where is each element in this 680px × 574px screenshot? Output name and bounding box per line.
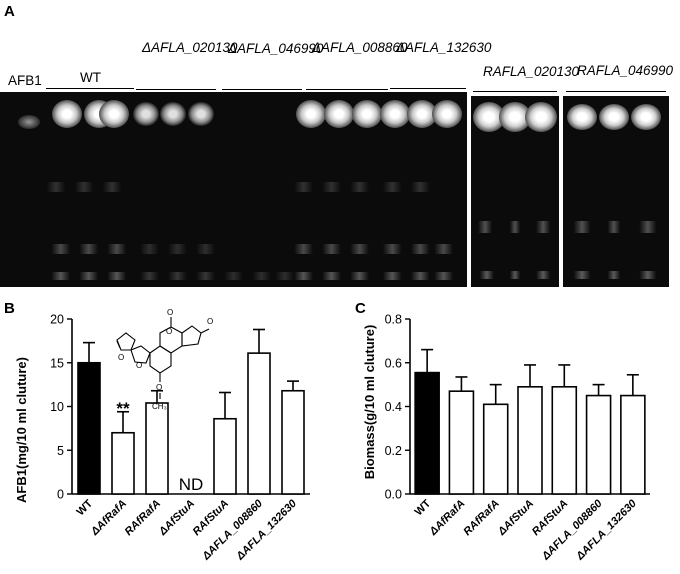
panel-a-letter: A: [4, 3, 15, 20]
svg-text:O: O: [207, 317, 213, 326]
afb1-ylabel: AFB1(mg/10 ml cluture): [14, 357, 29, 503]
biomass-ylabel: Biomass(g/10 ml cluture): [362, 325, 377, 480]
biomass-chart: Biomass(g/10 ml cluture) 0.0 0.2 0.4 0.6 0.8…: [362, 313, 650, 563]
group-underline-132630: [390, 88, 466, 90]
significance-label: **: [116, 399, 130, 418]
afb1-standard-label: AFB1: [8, 73, 42, 88]
y-tick-label: 0.6: [385, 356, 402, 370]
svg-text:O: O: [118, 353, 124, 362]
group-label-r020130: RAFLA_020130: [483, 64, 580, 79]
svg-text:O: O: [167, 308, 173, 317]
svg-text:O: O: [166, 327, 172, 336]
biomass-bars: [414, 348, 646, 495]
y-tick-label: 20: [50, 313, 64, 327]
x-tick-label: WT: [75, 497, 96, 518]
bar: [111, 431, 135, 495]
biomass-xticks: WTΔAfRafARAfRafAΔAfStuARAfStuAΔAFLA_0088…: [413, 497, 640, 563]
bar: [213, 417, 237, 495]
group-label-020130: ΔAFLA_020130: [142, 40, 238, 55]
group-label-132630: ΔAFLA_132630: [396, 40, 492, 55]
biomass-axis: 0.0 0.2 0.4 0.6 0.8: [385, 313, 650, 502]
bar: [517, 386, 543, 495]
y-tick-label: 0.0: [385, 488, 402, 502]
group-underline-046990: [222, 89, 302, 91]
group-underline-020130: [136, 89, 216, 91]
group-underline-r046990: [566, 91, 666, 93]
y-tick-label: 5: [57, 444, 64, 458]
group-label-r046990: RAFLA_046990: [577, 63, 674, 78]
bar: [620, 394, 646, 495]
not-detected-label: ND: [179, 475, 204, 494]
svg-text:O: O: [156, 383, 162, 392]
afb1-xticks: WTΔAfRafARAfRafAΔAfStuARAfStuAΔAFLA_0088…: [75, 497, 300, 563]
x-tick-label: RAfRafA: [123, 498, 163, 538]
group-underline-r020130: [473, 91, 557, 93]
x-tick-label: ΔAfStuA: [156, 498, 197, 539]
afb1-bars: ** ND: [77, 328, 305, 495]
bar: [414, 371, 440, 495]
bar: [77, 361, 101, 495]
x-tick-label: ΔAfStuA: [495, 498, 536, 539]
group-label-046990: ΔAFLA_046990: [228, 41, 324, 56]
bar: [247, 352, 271, 495]
methoxy-label: CH₃: [152, 402, 167, 411]
x-tick-label: ΔAfRafA: [427, 498, 468, 539]
y-tick-label: 0.2: [385, 444, 402, 458]
bar: [448, 390, 475, 495]
x-tick-label: ΔAfRafA: [88, 498, 129, 539]
tlc-plate-r046990: [563, 96, 669, 287]
group-underline-008860: [306, 89, 388, 91]
x-tick-label: ΔAFLA_008860: [200, 497, 266, 563]
bar: [551, 386, 578, 495]
group-label-008860: ΔAFLA_008860: [312, 40, 408, 55]
afb1-structure-icon: O O O O O O: [116, 308, 213, 399]
x-tick-label: RAfRafA: [461, 498, 501, 538]
tlc-plate-r020130: [471, 96, 559, 287]
svg-text:O: O: [136, 361, 142, 370]
tlc-plate-main: [0, 92, 467, 287]
x-tick-label: ΔAFLA_008860: [539, 497, 605, 563]
y-tick-label: 0.8: [385, 313, 402, 327]
x-tick-label: ΔAFLA_132630: [574, 497, 640, 563]
bar: [482, 403, 509, 495]
panel-c-letter: C: [355, 300, 366, 317]
bar: [145, 402, 169, 495]
bar: [281, 389, 305, 495]
y-tick-label: 0.4: [385, 400, 402, 414]
panel-b-letter: B: [4, 300, 15, 317]
group-label-wt: WT: [80, 70, 101, 85]
group-underline-wt: [46, 88, 134, 90]
y-tick-label: 15: [50, 356, 64, 370]
x-tick-label: WT: [413, 497, 434, 518]
y-tick-label: 0: [57, 488, 64, 502]
x-tick-label: ΔAFLA_132630: [234, 497, 300, 563]
y-tick-label: 10: [50, 400, 64, 414]
bar: [585, 394, 612, 495]
